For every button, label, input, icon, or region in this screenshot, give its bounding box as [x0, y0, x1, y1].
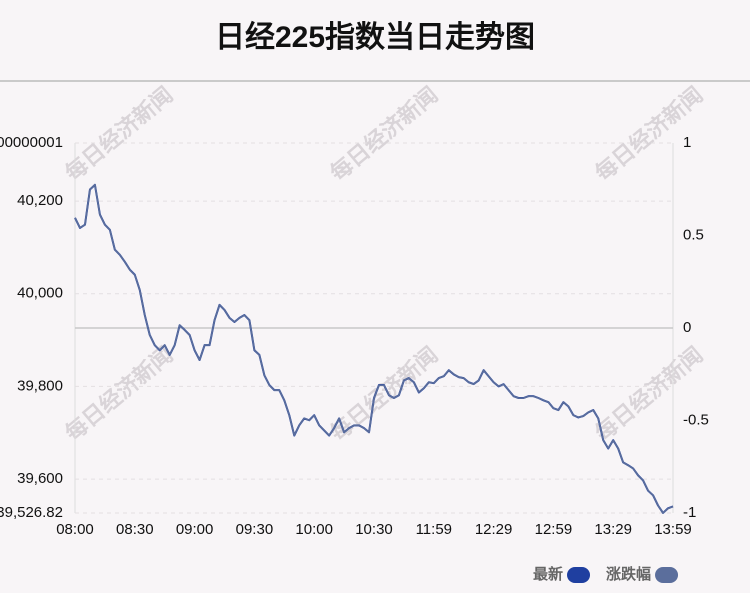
- x-tick-label: 10:30: [355, 521, 393, 538]
- watermark: 每日经济新闻: [60, 342, 178, 447]
- series-line: [74, 183, 674, 514]
- legend-swatch: [655, 567, 679, 583]
- x-tick-label: 08:30: [116, 521, 154, 538]
- y2-tick-label: 0.5: [683, 226, 704, 243]
- chart-title: 日经225指数当日走势图: [215, 20, 535, 54]
- watermark: 每日经济新闻: [60, 82, 178, 187]
- x-tick-label: 12:59: [535, 521, 573, 538]
- y2-tick-label: 0: [683, 319, 691, 336]
- legend-label: 最新: [533, 565, 563, 583]
- legend-swatch: [567, 567, 591, 583]
- x-tick-label: 11:59: [416, 521, 452, 538]
- y-tick-label: 40,000: [17, 285, 63, 302]
- y-tick-label: 39,526.82: [0, 504, 63, 521]
- legend-label: 涨跌幅: [606, 565, 651, 583]
- y-tick-label: 40,200: [17, 192, 63, 209]
- x-tick-label: 09:00: [176, 521, 214, 538]
- x-tick-label: 13:59: [654, 521, 692, 538]
- x-tick-label: 10:00: [295, 521, 333, 538]
- x-tick-label: 12:29: [475, 521, 513, 538]
- y2-tick-label: 1: [683, 134, 691, 151]
- y-tick-label: 39,600: [17, 470, 63, 487]
- x-tick-label: 09:30: [236, 521, 274, 538]
- x-tick-label: 13:29: [594, 521, 632, 538]
- y2-tick-label: -1: [683, 504, 696, 521]
- watermark: 每日经济新闻: [590, 342, 708, 447]
- y2-tick-label: -0.5: [683, 411, 709, 428]
- y-tick-label: 40,325.3400000001: [0, 134, 63, 151]
- x-tick-label: 08:00: [56, 521, 94, 538]
- watermark: 每日经济新闻: [325, 82, 443, 187]
- y-tick-label: 39,800: [17, 377, 63, 394]
